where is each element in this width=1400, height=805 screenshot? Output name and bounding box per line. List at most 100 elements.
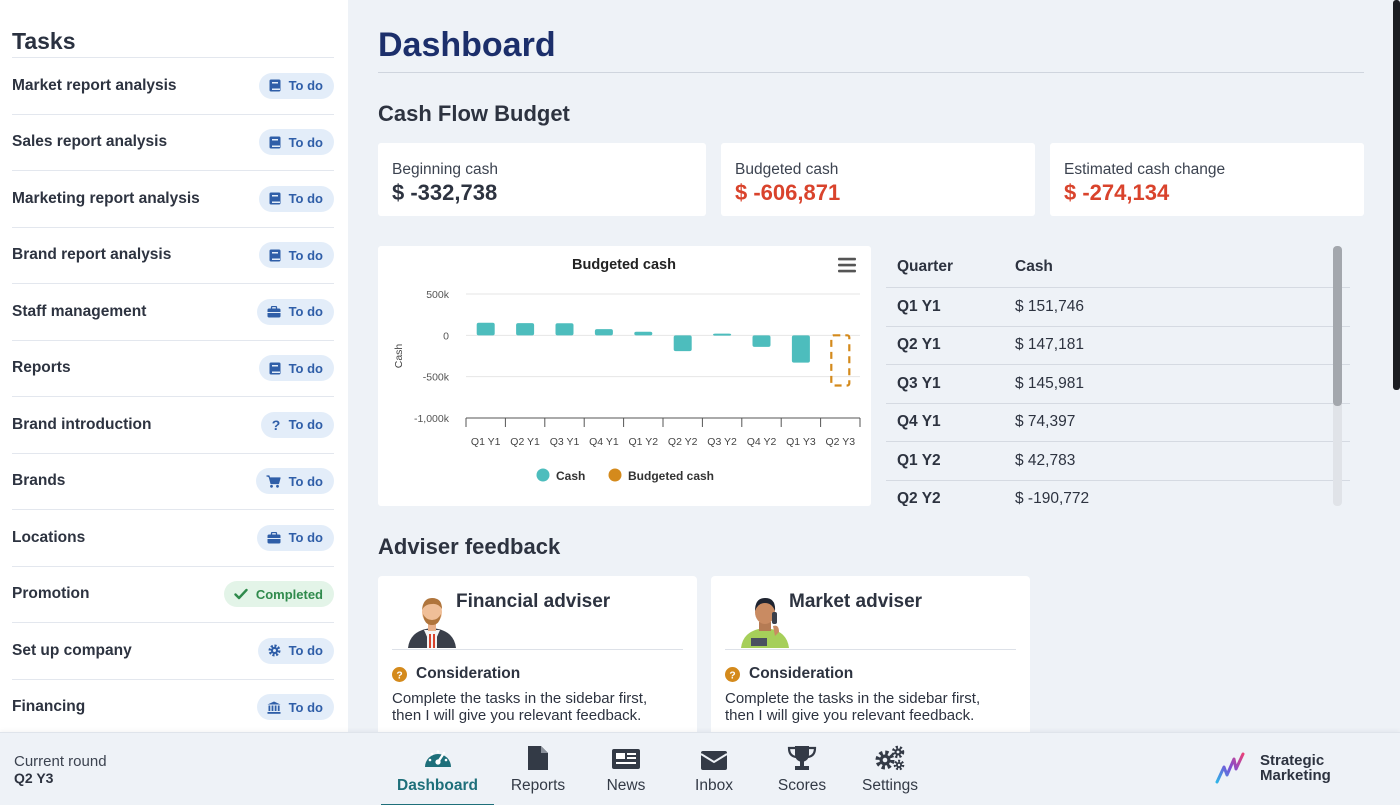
- main-content: Dashboard Cash Flow Budget Beginning cas…: [378, 0, 1364, 736]
- consideration-heading: ? Consideration: [392, 665, 683, 683]
- cell-quarter: Q1 Y2: [897, 451, 941, 469]
- legend-label-cash: Cash: [556, 469, 585, 483]
- main-nav: Dashboard Reports News Inbox: [381, 733, 934, 805]
- table-scrollbar[interactable]: [1333, 246, 1342, 506]
- round-label: Current round: [14, 753, 107, 770]
- status-label: To do: [288, 530, 323, 546]
- cell-quarter: Q2 Y1: [897, 336, 941, 354]
- stat-label: Beginning cash: [392, 161, 498, 178]
- y-tick-label: 0: [443, 330, 449, 342]
- nav-label: Scores: [777, 777, 827, 794]
- brand-name-line2: Marketing: [1260, 767, 1331, 784]
- nav-label: Dashboard: [397, 777, 478, 794]
- bar-cash: [555, 323, 574, 336]
- x-tick-label: Q1 Y3: [786, 436, 816, 448]
- x-tick-label: Q1 Y1: [471, 436, 501, 448]
- x-tick-label: Q3 Y2: [707, 436, 737, 448]
- task-item[interactable]: Promotion Completed: [12, 567, 334, 623]
- task-label: Promotion: [12, 585, 90, 603]
- question-circle-icon: ?: [725, 666, 740, 682]
- consideration-heading: ? Consideration: [725, 665, 1016, 683]
- y-tick-label: -500k: [423, 372, 450, 384]
- nav-reports[interactable]: Reports: [494, 733, 582, 805]
- table-row: Q1 Y1 $ 151,746: [886, 288, 1350, 327]
- book-icon: [269, 79, 281, 92]
- bar-cash: [594, 329, 613, 336]
- stat-label: Budgeted cash: [735, 161, 839, 178]
- task-item[interactable]: Locations To do: [12, 510, 334, 567]
- task-status-badge[interactable]: To do: [258, 129, 334, 156]
- task-status-badge[interactable]: To do: [258, 242, 334, 269]
- task-status-badge[interactable]: To do: [256, 298, 334, 325]
- cell-quarter: Q1 Y1: [897, 297, 941, 315]
- status-label: To do: [288, 643, 323, 659]
- task-status-badge[interactable]: To do: [256, 524, 334, 551]
- header-cash: Cash: [1015, 257, 1053, 275]
- bar-cash: [791, 335, 810, 363]
- task-status-badge[interactable]: ? To do: [260, 411, 334, 438]
- cash-table: Quarter Cash Q1 Y1 $ 151,746 Q2 Y1 $ 147,18…: [886, 246, 1350, 506]
- x-tick-label: Q2 Y2: [668, 436, 698, 448]
- task-item[interactable]: Market report analysis To do: [12, 58, 334, 115]
- nav-inbox[interactable]: Inbox: [670, 733, 758, 805]
- speedometer-icon: [424, 750, 451, 767]
- nav-news[interactable]: News: [582, 733, 670, 805]
- bar-cash: [516, 323, 535, 336]
- cell-cash: $ 74,397: [1015, 413, 1076, 431]
- nav-scores[interactable]: Scores: [758, 733, 846, 805]
- bar-cash: [476, 322, 495, 336]
- task-status-badge[interactable]: To do: [258, 355, 334, 382]
- task-status-badge[interactable]: To do: [255, 468, 334, 495]
- status-label: To do: [288, 417, 323, 433]
- book-icon: [269, 249, 281, 262]
- task-status-badge[interactable]: To do: [258, 185, 334, 212]
- svg-text:?: ?: [729, 670, 735, 681]
- cell-cash: $ 42,783: [1015, 451, 1076, 469]
- briefcase-icon: [267, 531, 281, 544]
- task-item[interactable]: Set up company To do: [12, 623, 334, 680]
- x-tick-label: Q2 Y3: [826, 436, 856, 448]
- status-label: To do: [288, 473, 323, 489]
- check-icon: [234, 588, 248, 600]
- task-item[interactable]: Brands To do: [12, 454, 334, 510]
- task-item[interactable]: Brand introduction? To do: [12, 397, 334, 454]
- task-item[interactable]: Marketing report analysis To do: [12, 171, 334, 228]
- gears-icon: [875, 745, 905, 771]
- trophy-icon: [787, 746, 817, 770]
- task-label: Set up company: [12, 641, 132, 659]
- book-icon: [269, 362, 281, 375]
- task-status-badge[interactable]: To do: [256, 694, 334, 721]
- task-label: Sales report analysis: [12, 133, 168, 151]
- task-item[interactable]: Brand report analysis To do: [12, 228, 334, 284]
- stat-budgeted-cash: Budgeted cash $ -606,871: [721, 143, 1035, 216]
- chart-menu-icon[interactable]: [838, 257, 856, 273]
- x-tick-label: Q2 Y1: [510, 436, 540, 448]
- adviser-feedback-title: Adviser feedback: [378, 534, 561, 559]
- book-icon: [269, 192, 281, 205]
- stat-label: Estimated cash change: [1064, 161, 1226, 178]
- legend-item-cash[interactable]: [536, 468, 550, 482]
- nav-dashboard[interactable]: Dashboard: [381, 733, 494, 805]
- task-label: Marketing report analysis: [12, 189, 200, 207]
- status-label: To do: [288, 134, 323, 150]
- task-item[interactable]: Sales report analysis To do: [12, 115, 334, 171]
- table-scrollbar-thumb[interactable]: [1333, 246, 1342, 406]
- page-scrollbar[interactable]: [1393, 0, 1400, 390]
- nav-settings[interactable]: Settings: [846, 733, 934, 805]
- task-item[interactable]: Reports To do: [12, 341, 334, 397]
- cell-quarter: Q3 Y1: [897, 374, 941, 392]
- task-item[interactable]: Staff management To do: [12, 284, 334, 341]
- header-quarter: Quarter: [897, 257, 953, 275]
- x-tick-label: Q1 Y2: [629, 436, 659, 448]
- task-status-badge[interactable]: To do: [258, 72, 334, 99]
- status-label: To do: [288, 78, 323, 94]
- bottom-bar: Current round Q2 Y3 Dashboard Reports: [0, 732, 1400, 805]
- question-icon: ?: [271, 418, 281, 432]
- sidebar-title: Tasks: [12, 0, 334, 58]
- envelope-icon: [700, 751, 728, 770]
- task-item[interactable]: Financing To do: [12, 680, 334, 733]
- task-label: Brand report analysis: [12, 246, 172, 264]
- task-status-badge[interactable]: To do: [257, 637, 334, 664]
- legend-item-budgeted-cash[interactable]: [608, 468, 622, 482]
- task-status-badge[interactable]: Completed: [223, 581, 334, 608]
